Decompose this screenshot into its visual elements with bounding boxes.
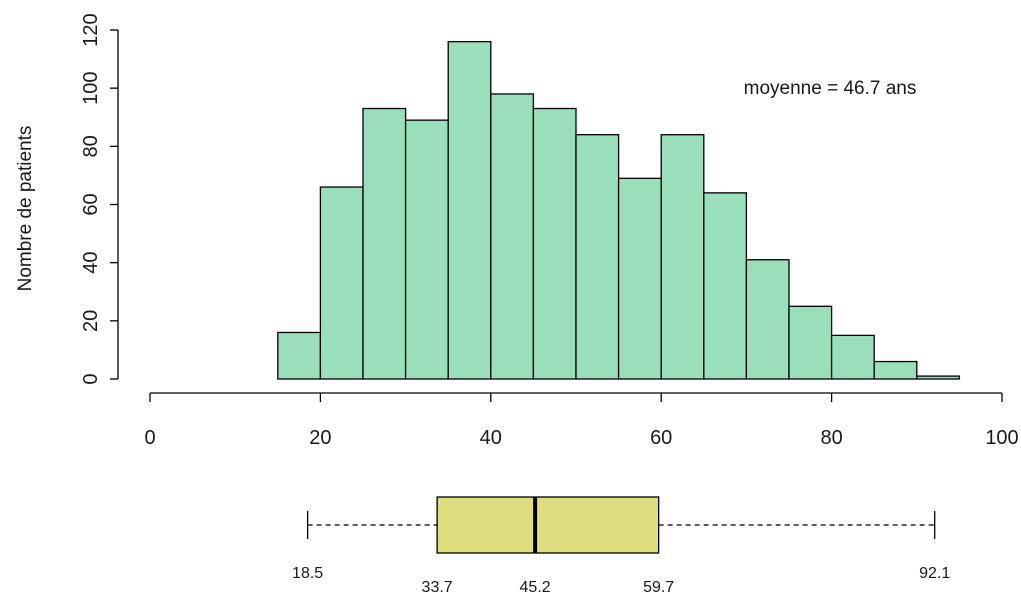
mean-annotation: moyenne = 46.7 ans bbox=[744, 78, 917, 99]
histogram-bar bbox=[362, 107, 407, 380]
histogram-bar bbox=[277, 331, 322, 380]
histogram-bar bbox=[617, 177, 662, 380]
y-tick-label: 40 bbox=[80, 252, 102, 274]
boxplot-value-label: 92.1 bbox=[919, 565, 950, 582]
x-axis-ticks: 0 20 40 60 80 100 bbox=[144, 393, 1019, 449]
boxplot-value-label: 18.5 bbox=[292, 565, 323, 582]
iqr-box bbox=[436, 496, 660, 554]
y-axis-title: Nombre de patients bbox=[15, 126, 36, 292]
boxplot-value-label: 33.7 bbox=[422, 579, 453, 596]
y-tick-label: 120 bbox=[80, 13, 102, 46]
histogram-bar bbox=[404, 119, 449, 380]
x-tick-label: 60 bbox=[650, 427, 672, 449]
y-tick-label: 0 bbox=[80, 373, 102, 384]
histogram-bar bbox=[532, 107, 577, 380]
x-tick-label: 0 bbox=[144, 427, 155, 449]
x-tick-label: 20 bbox=[309, 427, 331, 449]
y-tick-label: 100 bbox=[80, 71, 102, 104]
histogram-bar bbox=[873, 360, 918, 380]
histogram-bar bbox=[745, 259, 790, 380]
histogram-bars bbox=[277, 40, 961, 380]
y-tick-label: 60 bbox=[80, 193, 102, 215]
y-axis-ticks: 0 20 40 60 80 100 120 bbox=[80, 13, 118, 385]
boxplot-value-label: 45.2 bbox=[520, 579, 551, 596]
histogram-bar bbox=[660, 134, 705, 380]
histogram-bar bbox=[490, 93, 535, 380]
x-tick-label: 80 bbox=[820, 427, 842, 449]
histogram-bar bbox=[575, 134, 620, 380]
y-tick-label: 80 bbox=[80, 135, 102, 157]
x-tick-label: 100 bbox=[985, 427, 1018, 449]
histogram-bar bbox=[830, 334, 875, 380]
boxplot: 18.5 33.7 45.2 59.7 92.1 bbox=[292, 496, 950, 596]
boxplot-value-label: 59.7 bbox=[643, 579, 674, 596]
y-tick-label: 20 bbox=[80, 310, 102, 332]
histogram-bar bbox=[703, 192, 748, 380]
histogram-bar bbox=[447, 40, 492, 380]
histogram-bar bbox=[319, 186, 364, 380]
x-tick-label: 40 bbox=[480, 427, 502, 449]
histogram-bar bbox=[788, 305, 833, 380]
histogram-bar bbox=[916, 375, 961, 380]
